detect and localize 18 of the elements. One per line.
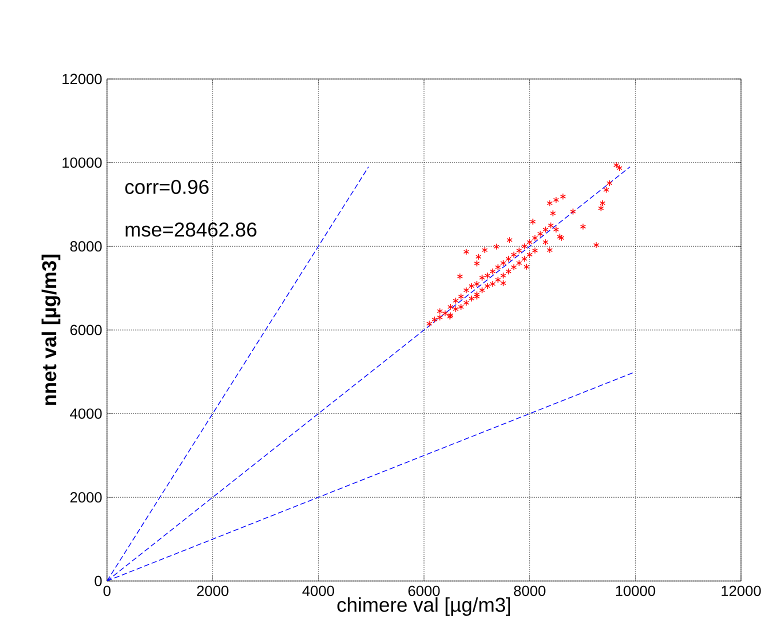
y-tick-label: 4000: [70, 408, 102, 419]
x-tick-label: 6000: [408, 586, 440, 596]
y-tick-label: 6000: [70, 324, 102, 336]
x-tick-label: 2000: [197, 586, 228, 596]
x-tick-label: 12000: [722, 586, 761, 596]
y-tick-label: 8000: [70, 241, 102, 252]
x-tick-label: 8000: [514, 586, 546, 596]
y-axis-title: nnet val [µg/m3]: [42, 254, 60, 405]
y-tick-label: 2000: [70, 492, 102, 503]
x-tick-label: 10000: [616, 586, 656, 596]
annotation: mse=28462.86: [126, 222, 256, 237]
x-axis-title: chimere val [µg/m3]: [337, 597, 510, 616]
annotation: corr=0.96: [125, 180, 209, 194]
y-tick-label: 12000: [62, 74, 102, 84]
y-tick-label: 0: [94, 576, 102, 586]
y-tick-label: 10000: [62, 157, 102, 168]
x-tick-label: 4000: [302, 586, 334, 596]
x-tick-label: 0: [103, 586, 110, 596]
